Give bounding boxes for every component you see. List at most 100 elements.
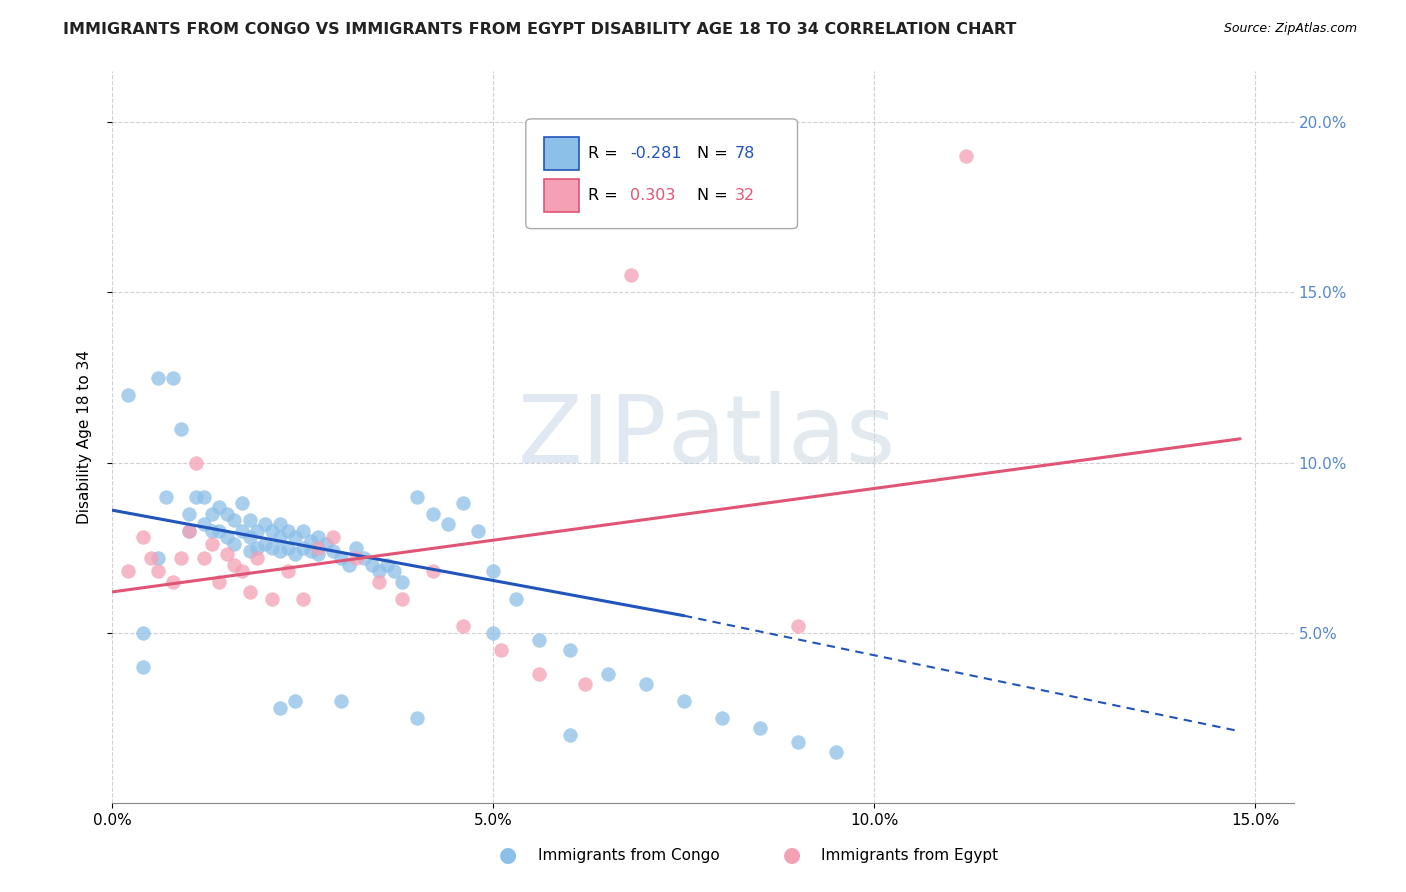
Point [262, 524, 284, 538]
Point [307, 541, 329, 555]
Point [239, 544, 262, 558]
Point [215, 531, 238, 545]
Point [749, 721, 772, 735]
FancyBboxPatch shape [544, 137, 579, 170]
Point [375, 558, 398, 572]
Text: ●: ● [783, 846, 800, 865]
Text: R =: R = [589, 188, 623, 203]
Point [787, 734, 810, 748]
Point [451, 496, 474, 510]
Point [186, 490, 208, 504]
Point [177, 524, 200, 538]
Point [200, 507, 222, 521]
Point [558, 642, 581, 657]
Point [284, 694, 307, 708]
Point [284, 531, 307, 545]
Point [253, 537, 276, 551]
Point [353, 550, 375, 565]
Point [208, 524, 231, 538]
Point [193, 490, 215, 504]
FancyBboxPatch shape [526, 119, 797, 228]
Point [787, 619, 810, 633]
Point [307, 531, 329, 545]
Point [482, 565, 505, 579]
Point [505, 591, 527, 606]
Point [527, 666, 550, 681]
Text: ZIP: ZIP [517, 391, 668, 483]
Text: 0.303: 0.303 [630, 188, 675, 203]
Point [177, 524, 200, 538]
Text: 78: 78 [735, 145, 755, 161]
Point [467, 524, 489, 538]
Point [239, 513, 262, 527]
Point [558, 728, 581, 742]
Text: atlas: atlas [668, 391, 896, 483]
Point [215, 507, 238, 521]
Text: Immigrants from Congo: Immigrants from Congo [537, 848, 720, 863]
Text: 32: 32 [735, 188, 755, 203]
Point [269, 700, 291, 714]
Point [148, 550, 170, 565]
Point [208, 574, 231, 589]
Point [344, 550, 367, 565]
Point [451, 619, 474, 633]
Point [262, 541, 284, 555]
Point [596, 666, 619, 681]
Point [391, 574, 413, 589]
Y-axis label: Disability Age 18 to 34: Disability Age 18 to 34 [77, 350, 91, 524]
Point [155, 490, 177, 504]
Point [322, 544, 344, 558]
Text: R =: R = [589, 145, 623, 161]
Point [406, 711, 429, 725]
Point [132, 625, 155, 640]
Point [384, 565, 406, 579]
Point [148, 370, 170, 384]
Text: Immigrants from Egypt: Immigrants from Egypt [821, 848, 998, 863]
Point [436, 516, 458, 531]
Point [315, 537, 337, 551]
Point [193, 516, 215, 531]
Point [489, 642, 512, 657]
Text: -0.281: -0.281 [630, 145, 682, 161]
Point [277, 565, 299, 579]
Point [262, 591, 284, 606]
Point [291, 524, 314, 538]
Point [422, 507, 444, 521]
Point [239, 585, 262, 599]
Point [527, 632, 550, 647]
Point [406, 490, 429, 504]
Point [634, 677, 657, 691]
Point [224, 513, 246, 527]
Point [224, 537, 246, 551]
Point [162, 370, 184, 384]
Point [574, 677, 596, 691]
Point [231, 565, 253, 579]
Point [711, 711, 734, 725]
Point [170, 421, 193, 435]
Point [239, 531, 262, 545]
Point [231, 496, 253, 510]
Text: N =: N = [697, 145, 733, 161]
Point [200, 524, 222, 538]
Text: IMMIGRANTS FROM CONGO VS IMMIGRANTS FROM EGYPT DISABILITY AGE 18 TO 34 CORRELATI: IMMIGRANTS FROM CONGO VS IMMIGRANTS FROM… [63, 22, 1017, 37]
Point [246, 524, 269, 538]
Point [825, 745, 848, 759]
Text: N =: N = [697, 188, 733, 203]
Point [368, 574, 391, 589]
Point [132, 531, 155, 545]
Point [177, 507, 200, 521]
Point [132, 659, 155, 673]
Point [672, 694, 695, 708]
Point [162, 574, 184, 589]
Point [208, 500, 231, 514]
Point [269, 516, 291, 531]
Point [231, 524, 253, 538]
Point [368, 565, 391, 579]
Point [391, 591, 413, 606]
Point [117, 565, 139, 579]
Point [224, 558, 246, 572]
FancyBboxPatch shape [544, 179, 579, 211]
Point [330, 550, 353, 565]
Point [200, 537, 222, 551]
Point [291, 541, 314, 555]
